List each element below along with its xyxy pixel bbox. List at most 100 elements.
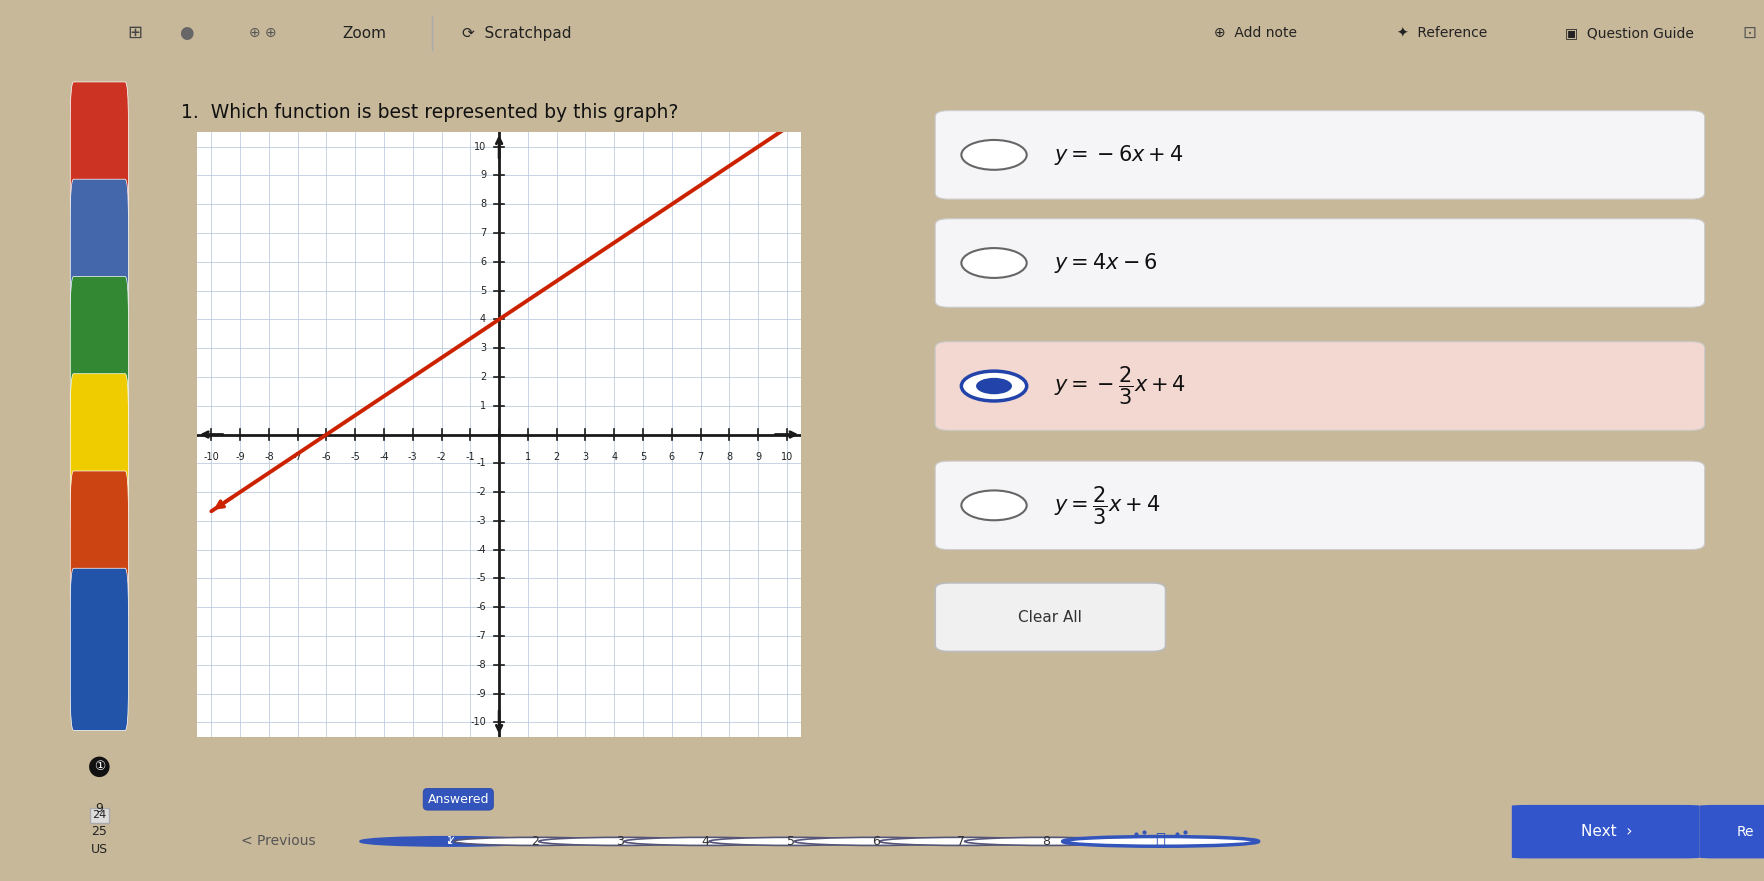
Circle shape [453, 837, 617, 846]
FancyBboxPatch shape [935, 583, 1164, 652]
Text: $y = -\dfrac{2}{3}x + 4$: $y = -\dfrac{2}{3}x + 4$ [1053, 365, 1185, 407]
Text: ⌣: ⌣ [1155, 831, 1164, 848]
Text: 5: 5 [640, 452, 646, 462]
Circle shape [538, 837, 702, 846]
FancyBboxPatch shape [935, 111, 1704, 199]
Text: 7: 7 [697, 452, 704, 462]
FancyBboxPatch shape [71, 277, 129, 439]
FancyBboxPatch shape [71, 82, 129, 244]
FancyBboxPatch shape [935, 218, 1704, 307]
Text: -3: -3 [407, 452, 418, 462]
Text: -10: -10 [471, 717, 485, 728]
Circle shape [1062, 837, 1258, 847]
Text: 1: 1 [446, 836, 453, 847]
Text: ▣  Question Guide: ▣ Question Guide [1565, 26, 1693, 40]
Text: ✦  Reference: ✦ Reference [1397, 26, 1487, 40]
Text: 2: 2 [531, 835, 540, 848]
Text: -5: -5 [349, 452, 360, 462]
Text: ⊞: ⊞ [127, 24, 143, 42]
Circle shape [961, 371, 1027, 401]
Text: 9: 9 [480, 171, 485, 181]
Text: ⊡: ⊡ [1741, 24, 1755, 42]
Text: -1: -1 [476, 458, 485, 469]
Text: 2: 2 [480, 372, 485, 382]
Text: 8: 8 [725, 452, 732, 462]
Text: $y = -6x + 4$: $y = -6x + 4$ [1053, 143, 1184, 167]
Text: 9: 9 [95, 803, 104, 816]
Text: -10: -10 [203, 452, 219, 462]
Text: 2: 2 [554, 452, 559, 462]
Circle shape [360, 837, 540, 846]
Text: ①: ① [93, 760, 104, 774]
Circle shape [878, 837, 1043, 846]
Text: -6: -6 [476, 603, 485, 612]
Circle shape [794, 837, 958, 846]
Text: 6: 6 [871, 835, 880, 848]
Text: 6: 6 [669, 452, 674, 462]
Text: ⟳  Scratchpad: ⟳ Scratchpad [462, 26, 572, 41]
Text: 4: 4 [702, 835, 709, 848]
Text: -2: -2 [476, 487, 485, 497]
Text: -8: -8 [265, 452, 273, 462]
Text: 25: 25 [92, 825, 108, 838]
Text: -7: -7 [476, 631, 485, 641]
Text: 24: 24 [92, 811, 106, 820]
Text: 3: 3 [616, 835, 624, 848]
Text: 4: 4 [610, 452, 617, 462]
Text: 10: 10 [475, 142, 485, 152]
Circle shape [961, 248, 1027, 278]
Text: 7: 7 [480, 228, 485, 238]
Circle shape [961, 140, 1027, 170]
Text: 8: 8 [480, 199, 485, 210]
Text: -4: -4 [476, 544, 485, 555]
Text: < Previous: < Previous [242, 834, 316, 848]
FancyBboxPatch shape [71, 179, 129, 341]
Text: -9: -9 [235, 452, 245, 462]
Text: 1: 1 [524, 452, 531, 462]
FancyBboxPatch shape [71, 471, 129, 633]
Text: ⊕  Add note: ⊕ Add note [1214, 26, 1297, 40]
Text: Re: Re [1736, 825, 1753, 839]
FancyBboxPatch shape [935, 342, 1704, 430]
Text: 3: 3 [480, 344, 485, 353]
Circle shape [624, 837, 787, 846]
FancyBboxPatch shape [71, 568, 129, 730]
Text: Answered: Answered [427, 793, 489, 806]
Text: $y = 4x - 6$: $y = 4x - 6$ [1053, 251, 1157, 275]
Text: $y = \dfrac{2}{3}x + 4$: $y = \dfrac{2}{3}x + 4$ [1053, 484, 1161, 527]
Text: Zoom: Zoom [342, 26, 386, 41]
Text: -6: -6 [321, 452, 332, 462]
Text: 9: 9 [755, 452, 760, 462]
FancyBboxPatch shape [935, 461, 1704, 550]
Circle shape [709, 837, 871, 846]
Text: -1: -1 [466, 452, 475, 462]
Text: 6: 6 [480, 257, 485, 267]
Text: Clear All: Clear All [1018, 610, 1081, 625]
Text: 3: 3 [582, 452, 587, 462]
Text: 1.  Which function is best represented by this graph?: 1. Which function is best represented by… [180, 103, 677, 122]
FancyBboxPatch shape [1512, 805, 1699, 858]
Text: -4: -4 [379, 452, 388, 462]
Text: 10: 10 [780, 452, 792, 462]
Text: 1: 1 [480, 401, 485, 411]
Text: 7: 7 [956, 835, 965, 848]
Text: -3: -3 [476, 516, 485, 526]
Text: -2: -2 [436, 452, 446, 462]
Text: ●: ● [178, 24, 192, 42]
Text: -7: -7 [293, 452, 302, 462]
Text: -9: -9 [476, 689, 485, 699]
Text: US: US [90, 843, 108, 856]
Text: 4: 4 [480, 315, 485, 324]
Text: -5: -5 [476, 574, 485, 583]
Circle shape [965, 837, 1127, 846]
FancyBboxPatch shape [71, 374, 129, 536]
Text: ⊕ ⊕: ⊕ ⊕ [249, 26, 275, 40]
Circle shape [975, 378, 1011, 394]
Text: ✓: ✓ [445, 835, 455, 848]
Text: Next  ›: Next › [1581, 824, 1632, 840]
Text: 5: 5 [480, 285, 485, 296]
Text: 5: 5 [787, 835, 794, 848]
Text: -8: -8 [476, 660, 485, 670]
FancyBboxPatch shape [1699, 805, 1764, 858]
Circle shape [961, 491, 1027, 521]
